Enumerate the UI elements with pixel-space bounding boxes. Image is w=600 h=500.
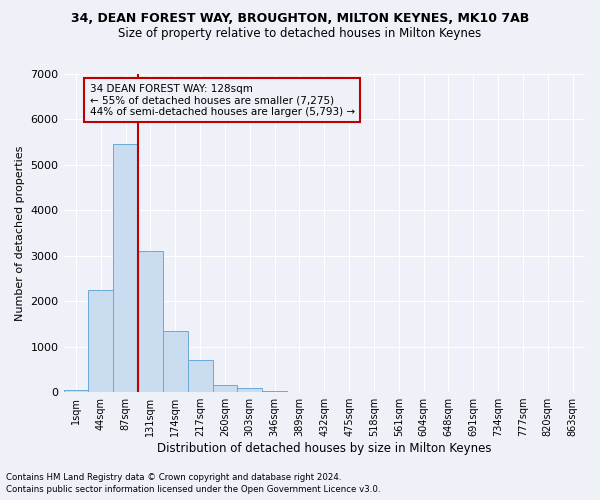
Text: Contains public sector information licensed under the Open Government Licence v3: Contains public sector information licen… xyxy=(6,485,380,494)
Bar xyxy=(262,390,287,392)
Text: Size of property relative to detached houses in Milton Keynes: Size of property relative to detached ho… xyxy=(118,28,482,40)
Text: 34, DEAN FOREST WAY, BROUGHTON, MILTON KEYNES, MK10 7AB: 34, DEAN FOREST WAY, BROUGHTON, MILTON K… xyxy=(71,12,529,26)
Bar xyxy=(188,360,212,392)
Y-axis label: Number of detached properties: Number of detached properties xyxy=(15,146,25,320)
Text: 34 DEAN FOREST WAY: 128sqm
← 55% of detached houses are smaller (7,275)
44% of s: 34 DEAN FOREST WAY: 128sqm ← 55% of deta… xyxy=(89,84,355,116)
Bar xyxy=(138,251,163,392)
Bar xyxy=(88,290,113,392)
Bar xyxy=(163,330,188,392)
X-axis label: Distribution of detached houses by size in Milton Keynes: Distribution of detached houses by size … xyxy=(157,442,491,455)
Text: Contains HM Land Registry data © Crown copyright and database right 2024.: Contains HM Land Registry data © Crown c… xyxy=(6,474,341,482)
Bar xyxy=(238,388,262,392)
Bar xyxy=(113,144,138,392)
Bar xyxy=(212,385,238,392)
Bar xyxy=(64,390,88,392)
